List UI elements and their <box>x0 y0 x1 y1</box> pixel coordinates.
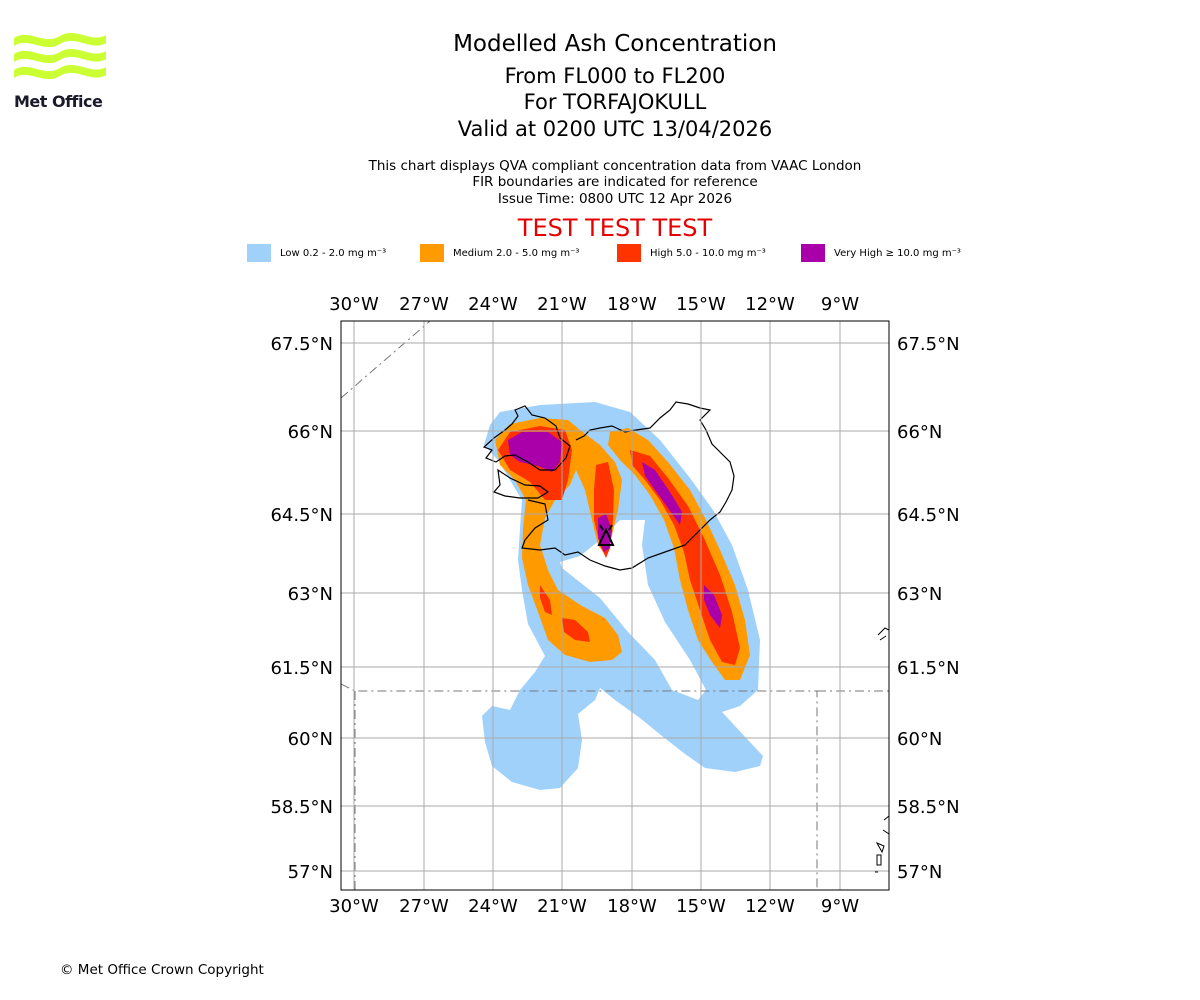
legend-label-very-high: Very High ≥ 10.0 mg m⁻³ <box>834 247 961 259</box>
issue-time: Issue Time: 0800 UTC 12 Apr 2026 <box>497 191 733 207</box>
fir-boundaries <box>341 321 889 890</box>
lat-tick-label-left: 60°N <box>288 729 333 750</box>
lat-tick-label-left: 64.5°N <box>270 505 333 526</box>
lon-tick-label-bottom: 30°W <box>329 896 379 917</box>
lon-tick-label-bottom: 15°W <box>676 896 726 917</box>
chart-title: Modelled Ash Concentration <box>453 31 777 57</box>
copyright: © Met Office Crown Copyright <box>60 962 264 978</box>
lon-tick-label-bottom: 12°W <box>745 896 795 917</box>
volcano-name: For TORFAJOKULL <box>523 90 707 114</box>
lon-tick-label-top: 24°W <box>468 294 518 315</box>
lon-tick-label-top: 21°W <box>537 294 587 315</box>
lon-tick-label-bottom: 27°W <box>399 896 449 917</box>
lat-tick-label-right: 64.5°N <box>897 505 960 526</box>
lat-tick-label-left: 58.5°N <box>270 797 333 818</box>
legend-label-high: High 5.0 - 10.0 mg m⁻³ <box>650 247 766 259</box>
lon-tick-label-top: 27°W <box>399 294 449 315</box>
map-tick-labels: 30°W 30°W 27°W 27°W 24°W 24°W 21°W 21°W 18°W 18°W… <box>270 294 959 917</box>
map-plot-area <box>341 321 889 890</box>
valid-time: Valid at 0200 UTC 13/04/2026 <box>457 117 773 141</box>
map-gridlines <box>341 321 889 890</box>
lat-tick-label-left: 57°N <box>288 862 333 883</box>
met-office-logo <box>14 30 106 112</box>
lat-tick-label-left: 61.5°N <box>270 658 333 679</box>
lon-tick-label-top: 30°W <box>329 294 379 315</box>
legend-item-very-high: Very High ≥ 10.0 mg m⁻³ <box>801 244 961 262</box>
lon-tick-label-top: 18°W <box>607 294 657 315</box>
ash-very-high-region <box>508 432 722 628</box>
volcano-marker-icon <box>597 524 615 546</box>
lat-tick-label-right: 67.5°N <box>897 334 960 355</box>
flight-level-range: From FL000 to FL200 <box>504 64 726 88</box>
lon-tick-label-top: 12°W <box>745 294 795 315</box>
map-frame <box>340 320 890 891</box>
lat-tick-label-left: 66°N <box>288 422 333 443</box>
lon-tick-label-bottom: 18°W <box>607 896 657 917</box>
legend-item-medium: Medium 2.0 - 5.0 mg m⁻³ <box>420 244 579 262</box>
met-office-logo-text: Met Office <box>14 92 103 111</box>
legend-label-medium: Medium 2.0 - 5.0 mg m⁻³ <box>453 247 580 259</box>
lat-tick-label-left: 63°N <box>288 584 333 605</box>
data-source-note: This chart displays QVA compliant concen… <box>368 158 862 174</box>
met-office-waves-icon <box>14 32 106 80</box>
lon-tick-label-top: 15°W <box>676 294 726 315</box>
lat-tick-label-right: 63°N <box>897 584 942 605</box>
legend-swatch-medium <box>420 244 444 262</box>
legend-swatch-low <box>247 244 271 262</box>
lon-tick-label-bottom: 21°W <box>537 896 587 917</box>
iceland-coastline <box>482 401 735 571</box>
legend-item-low: Low 0.2 - 2.0 mg m⁻³ <box>247 244 386 262</box>
legend-swatch-high <box>617 244 641 262</box>
lon-tick-label-top: 9°W <box>821 294 859 315</box>
legend-swatch-very-high <box>801 244 825 262</box>
test-banner: TEST TEST TEST <box>517 214 713 242</box>
lat-tick-label-right: 58.5°N <box>897 797 960 818</box>
lon-tick-label-bottom: 24°W <box>468 896 518 917</box>
lon-tick-label-bottom: 9°W <box>821 896 859 917</box>
legend-item-high: High 5.0 - 10.0 mg m⁻³ <box>617 244 766 262</box>
lat-tick-label-left: 67.5°N <box>270 334 333 355</box>
lat-tick-label-right: 66°N <box>897 422 942 443</box>
lat-tick-label-right: 60°N <box>897 729 942 750</box>
lat-tick-label-right: 57°N <box>897 862 942 883</box>
scotland-coastline <box>875 627 889 873</box>
legend-label-low: Low 0.2 - 2.0 mg m⁻³ <box>280 247 387 259</box>
lat-tick-label-right: 61.5°N <box>897 658 960 679</box>
fir-note: FIR boundaries are indicated for referen… <box>472 174 758 190</box>
ash-high-region <box>498 426 740 665</box>
